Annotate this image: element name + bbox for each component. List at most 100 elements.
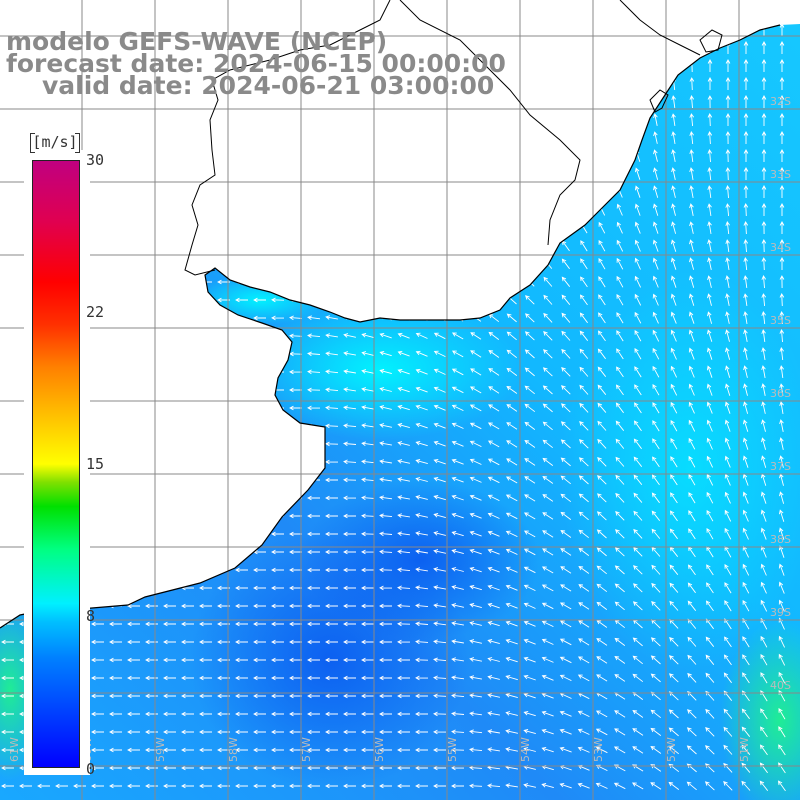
wind-arrow [433, 350, 446, 358]
colorbar-tick: 15 [86, 455, 105, 473]
wind-arrow [596, 601, 608, 610]
wind-arrow [559, 782, 572, 789]
wind-arrow [559, 638, 572, 646]
wind-arrow [687, 654, 697, 665]
wind-arrow [542, 548, 554, 556]
wind-arrow [127, 747, 140, 753]
wind-arrow [634, 402, 642, 414]
wind-arrow [379, 549, 393, 555]
wind-arrow [578, 511, 589, 521]
wind-arrow [451, 422, 464, 429]
wind-arrow [451, 368, 464, 376]
wind-arrow [379, 513, 393, 518]
wind-arrow [325, 351, 338, 356]
wind-arrow [397, 368, 410, 375]
wind-arrow [488, 331, 500, 340]
wind-arrow [199, 765, 212, 771]
wind-arrow [651, 474, 660, 486]
wind-arrow [561, 258, 570, 270]
wind-arrow [615, 456, 625, 467]
wind-arrow [634, 185, 641, 198]
wind-arrow [343, 657, 356, 663]
wind-arrow [289, 351, 303, 357]
wind-arrow [524, 494, 536, 502]
wind-arrow [542, 457, 554, 466]
wind-arrow [652, 383, 660, 396]
wind-arrow [73, 783, 86, 789]
wind-arrow [488, 386, 500, 394]
wind-arrow [688, 383, 695, 396]
wind-arrow [652, 365, 660, 378]
wind-arrow [451, 783, 464, 789]
wind-arrow [253, 783, 266, 789]
wind-arrow [742, 509, 749, 522]
wind-arrow [686, 763, 697, 773]
wind-arrow [670, 239, 677, 252]
wind-arrow [614, 583, 625, 593]
wind-arrow [671, 203, 676, 216]
wind-arrow [145, 783, 158, 789]
wind-arrow [361, 711, 374, 717]
wind-arrow [689, 185, 694, 198]
wind-arrow [469, 476, 482, 483]
wind-arrow [778, 707, 786, 720]
wind-arrow [235, 657, 248, 663]
wind-arrow [741, 726, 751, 737]
wind-arrow [779, 203, 785, 216]
wind-arrow [670, 492, 678, 504]
wind-arrow [578, 457, 589, 467]
wind-arrow [742, 636, 750, 648]
wind-arrow [199, 675, 212, 681]
wind-arrow [578, 547, 590, 556]
wind-arrow [688, 510, 696, 522]
colorbar-tick: 8 [86, 607, 96, 625]
wind-arrow [307, 657, 320, 663]
wind-arrow [652, 311, 659, 324]
wind-arrow [325, 333, 338, 338]
wind-arrow [779, 365, 784, 378]
wind-arrow [559, 674, 572, 682]
wind-arrow [634, 311, 642, 324]
wind-arrow [235, 747, 248, 753]
wind-arrow [542, 475, 554, 484]
wind-arrow [760, 581, 767, 594]
wind-arrow [578, 529, 589, 539]
wind-arrow [779, 59, 785, 72]
wind-arrow [543, 276, 553, 287]
wind-arrow [761, 293, 767, 307]
wind-arrow [559, 656, 572, 664]
wind-arrow [397, 657, 410, 663]
lat-label: 34S [770, 241, 791, 254]
wind-arrow [707, 221, 712, 234]
wind-arrow [652, 438, 660, 450]
wind-arrow [307, 315, 321, 320]
wind-arrow [632, 746, 644, 754]
wind-arrow [361, 639, 374, 645]
wind-arrow [19, 783, 32, 789]
wind-arrow [616, 239, 624, 252]
wind-arrow [705, 727, 715, 737]
wind-arrow [669, 528, 678, 540]
wind-arrow [578, 493, 589, 503]
wind-arrow [723, 726, 733, 737]
wind-arrow [633, 474, 643, 485]
wind-arrow [560, 421, 571, 431]
wind-arrow [289, 729, 302, 735]
wind-arrow [307, 369, 321, 375]
wind-arrow [397, 711, 410, 717]
wind-arrow [725, 221, 730, 235]
wind-arrow [343, 747, 356, 753]
wind-arrow [127, 657, 140, 663]
wind-arrow [670, 474, 678, 486]
wind-arrow [307, 639, 320, 645]
wind-arrow [778, 545, 785, 558]
wind-arrow [688, 365, 695, 378]
wind-arrow [91, 621, 104, 627]
wind-arrow [560, 457, 571, 467]
wind-arrow [687, 636, 697, 647]
wind-arrow [759, 780, 769, 791]
wind-arrow [469, 783, 483, 789]
wind-arrow [741, 780, 751, 791]
wind-arrow [343, 765, 356, 771]
